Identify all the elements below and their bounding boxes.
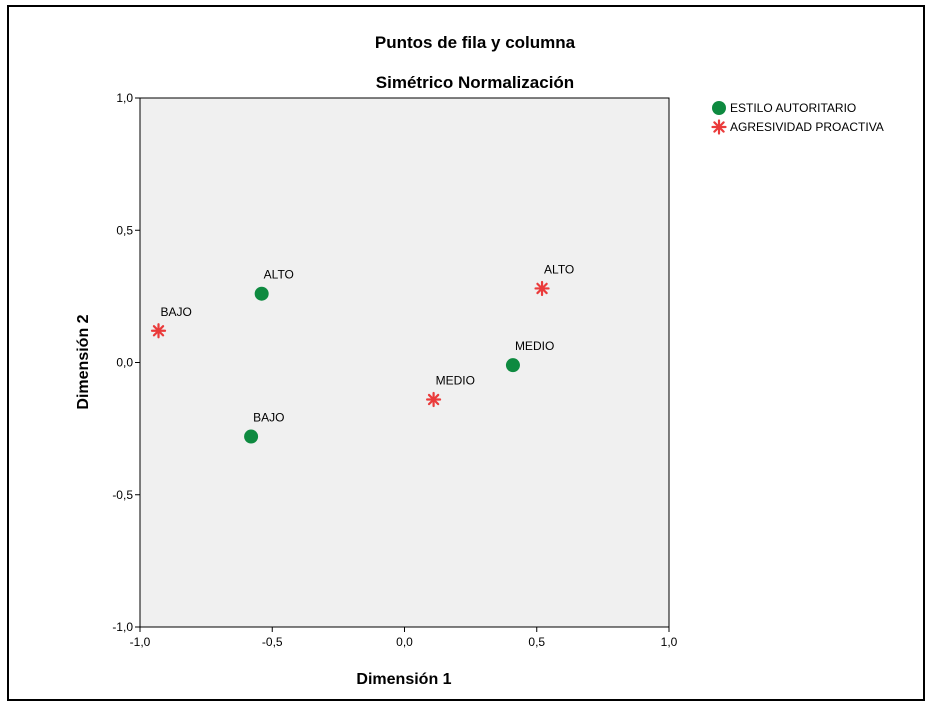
y-tick-label: -0,5	[112, 488, 133, 502]
x-tick-label: 0,0	[396, 635, 413, 649]
legend: ESTILO AUTORITARIO AGRESIVIDAD PROACTIVA	[711, 101, 884, 135]
x-tick-label: 1,0	[661, 635, 678, 649]
legend-entry: AGRESIVIDAD PROACTIVA	[730, 120, 884, 134]
point-asterisk-marker	[150, 323, 167, 339]
y-tick-label: 0,5	[116, 223, 133, 237]
point-asterisk-marker	[534, 280, 550, 297]
x-tick-label: 0,5	[528, 635, 545, 649]
y-axis-label: Dimensión 2	[75, 314, 92, 409]
point-asterisk-marker	[425, 391, 442, 408]
point-label: ALTO	[264, 268, 294, 282]
point-label: MEDIO	[436, 374, 475, 388]
plot-area	[139, 97, 670, 628]
y-tick-label: 1,0	[116, 91, 133, 105]
legend-asterisk-marker	[711, 119, 727, 135]
point-circle-marker	[254, 286, 269, 301]
y-tick-label: -1,0	[112, 620, 133, 634]
chart-subtitle: Simétrico Normalización	[376, 73, 574, 92]
legend-entry: ESTILO AUTORITARIO	[730, 101, 856, 115]
x-tick-label: -1,0	[130, 635, 151, 649]
x-tick-label: -0,5	[262, 635, 283, 649]
data-points: ALTO BAJO MEDIO BAJO MEDIO ALTO	[150, 262, 574, 444]
point-circle-marker	[244, 429, 259, 444]
chart-title: Puntos de fila y columna	[375, 33, 576, 52]
point-label: BAJO	[161, 305, 192, 319]
x-axis-label: Dimensión 1	[356, 671, 451, 688]
point-label: MEDIO	[515, 339, 554, 353]
axis-ticks: -1,0 -0,5 0,0 0,5 1,0 1,0 0,5 0,0 -0,5 -1,0	[112, 91, 677, 649]
legend-circle-marker	[712, 101, 726, 115]
point-label: ALTO	[544, 262, 574, 276]
point-label: BAJO	[253, 411, 284, 425]
point-circle-marker	[505, 358, 520, 373]
y-tick-label: 0,0	[116, 356, 133, 370]
